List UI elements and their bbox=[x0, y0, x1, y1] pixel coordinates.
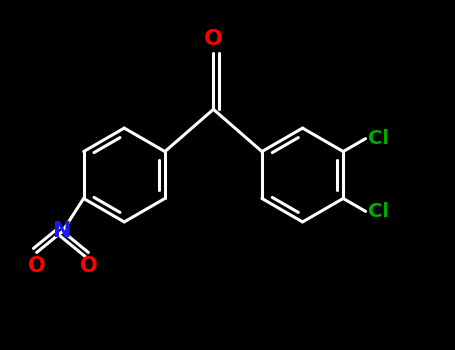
Text: O: O bbox=[204, 29, 223, 49]
Text: Cl: Cl bbox=[368, 202, 389, 221]
Text: O: O bbox=[80, 256, 97, 276]
Text: Cl: Cl bbox=[368, 129, 389, 148]
Text: O: O bbox=[28, 256, 46, 276]
Text: N: N bbox=[53, 221, 72, 241]
